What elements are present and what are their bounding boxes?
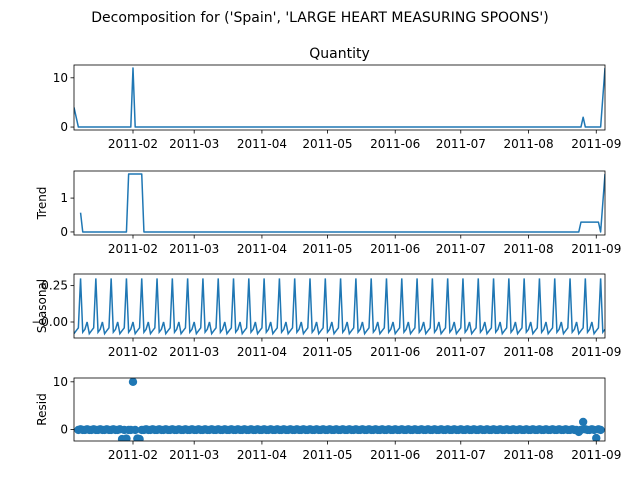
plot-area-trend xyxy=(79,173,605,233)
y-axis-label: Resid xyxy=(35,393,49,425)
x-tick-label: 2011-08 xyxy=(503,448,553,462)
x-tick-label: 2011-07 xyxy=(436,345,486,359)
y-tick-label: 0 xyxy=(60,423,68,437)
x-tick-label: 2011-09 xyxy=(571,242,621,256)
x-tick-label: 2011-07 xyxy=(436,242,486,256)
plot-area-observed xyxy=(74,67,605,128)
y-axis-label: Seasonal xyxy=(35,279,49,333)
x-tick-label: 2011-03 xyxy=(169,448,219,462)
panel-resid: 0 10 2011-02 2011-03 2011-04 2011-05 2011-06 20… xyxy=(35,375,621,462)
y-tick-label: 10 xyxy=(53,71,68,85)
x-tick-label: 2011-08 xyxy=(503,137,553,151)
figure-suptitle: Decomposition for ('Spain', 'LARGE HEART… xyxy=(91,10,548,26)
x-tick-label: 2011-08 xyxy=(503,242,553,256)
x-tick-label: 2011-04 xyxy=(237,242,287,256)
x-tick-label: 2011-05 xyxy=(302,448,352,462)
resid-point xyxy=(578,417,588,427)
panel-trend: 0 1 2011-02 2011-03 2011-04 2011-05 2011-06 201… xyxy=(35,170,621,256)
x-tick-label: 2011-06 xyxy=(370,137,420,151)
seasonal-series-line xyxy=(74,278,605,336)
panel-seasonal: −0.00 0.25 2011-02 2011-03 2011-04 2011-05 201… xyxy=(31,273,621,359)
x-tick-label: 2011-09 xyxy=(571,137,621,151)
x-tick-label: 2011-03 xyxy=(169,242,219,256)
panel-title: Quantity xyxy=(309,46,370,62)
x-tick-label: 2011-02 xyxy=(108,242,158,256)
resid-point xyxy=(128,378,138,387)
panel-observed: 0 10 2011-02 2011-03 2011-04 2011-05 2011-06 20… xyxy=(53,46,622,151)
y-tick-label: 0 xyxy=(60,225,68,239)
plot-area-resid xyxy=(74,378,605,441)
axes-frame-resid xyxy=(73,377,606,442)
resid-point xyxy=(135,434,144,441)
y-tick-label: 1 xyxy=(60,191,68,205)
x-tick-label: 2011-02 xyxy=(108,448,158,462)
y-axis-label: Trend xyxy=(35,187,49,221)
resid-point xyxy=(130,425,140,435)
x-tick-label: 2011-04 xyxy=(237,137,287,151)
x-tick-label: 2011-03 xyxy=(169,137,219,151)
y-tick-label: 0.25 xyxy=(41,279,68,293)
resid-point xyxy=(596,425,605,435)
axes-frame-trend xyxy=(73,170,606,236)
plot-area-seasonal xyxy=(74,278,605,336)
x-tick-label: 2011-02 xyxy=(108,345,158,359)
x-tick-label: 2011-02 xyxy=(108,137,158,151)
resid-point xyxy=(592,433,601,441)
x-tick-label: 2011-05 xyxy=(302,242,352,256)
x-tick-label: 2011-06 xyxy=(370,345,420,359)
x-tick-label: 2011-09 xyxy=(571,345,621,359)
x-tick-label: 2011-03 xyxy=(169,345,219,359)
axes-frame-seasonal xyxy=(73,273,606,339)
x-tick-label: 2011-07 xyxy=(436,448,486,462)
axes-frame-observed xyxy=(73,64,606,131)
x-tick-label: 2011-06 xyxy=(370,448,420,462)
x-tick-label: 2011-04 xyxy=(237,448,287,462)
y-tick-label: 0 xyxy=(60,120,68,134)
y-tick-label: −0.00 xyxy=(31,315,68,329)
x-tick-label: 2011-05 xyxy=(302,345,352,359)
x-tick-label: 2011-07 xyxy=(436,137,486,151)
x-tick-label: 2011-08 xyxy=(503,345,553,359)
observed-series-line xyxy=(74,67,605,128)
x-tick-label: 2011-09 xyxy=(571,448,621,462)
trend-series-line xyxy=(79,173,605,233)
x-tick-label: 2011-06 xyxy=(370,242,420,256)
resid-point xyxy=(122,434,131,441)
y-tick-label: 10 xyxy=(53,375,68,389)
x-tick-label: 2011-05 xyxy=(302,137,352,151)
x-tick-label: 2011-04 xyxy=(237,345,287,359)
